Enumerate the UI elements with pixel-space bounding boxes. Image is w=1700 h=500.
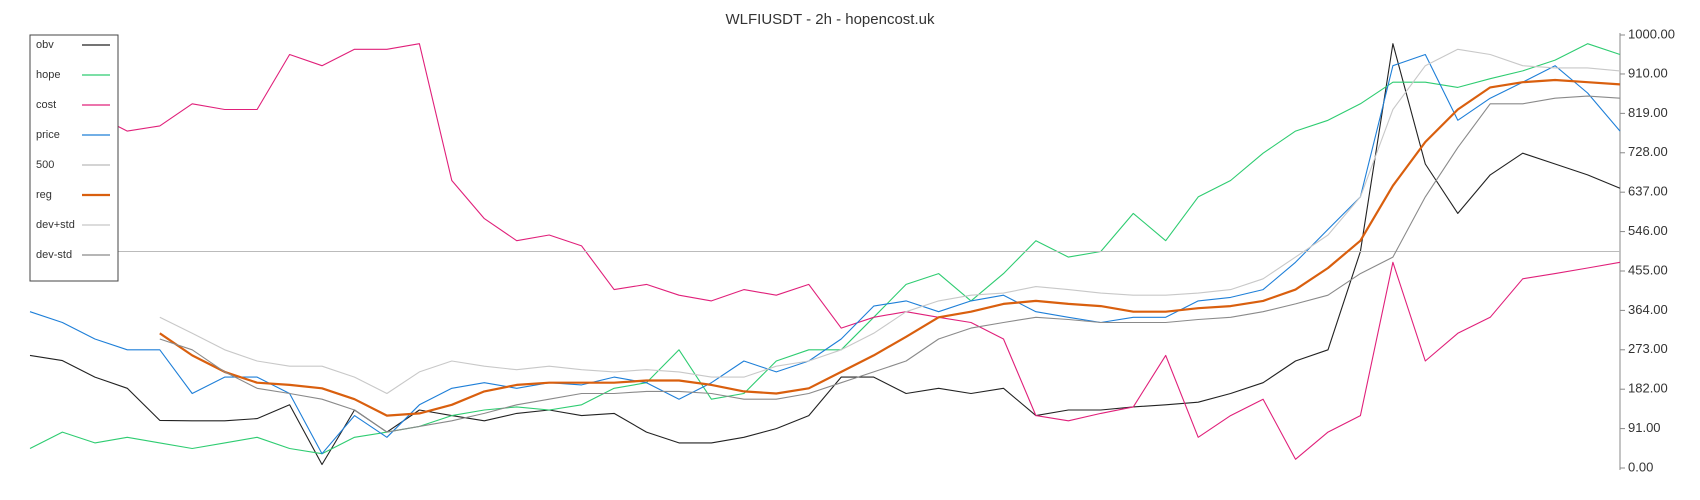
- series-line: [29, 43, 1621, 455]
- legend-label: cost: [36, 99, 56, 111]
- legend: obv hope cost price 500 reg dev+std dev-std: [29, 34, 119, 282]
- y-tick-label: 546.00: [1628, 223, 1668, 238]
- series-line: [159, 78, 1621, 417]
- legend-label: reg: [36, 189, 52, 201]
- legend-label: dev+std: [36, 219, 75, 231]
- y-tick-label: 91.00: [1628, 420, 1661, 435]
- legend-label: hope: [36, 69, 60, 81]
- series-line: [29, 53, 1621, 455]
- legend-label: dev-std: [36, 249, 72, 261]
- y-tick-label: 910.00: [1628, 65, 1668, 80]
- legend-label: obv: [36, 39, 54, 51]
- y-tick-label: 455.00: [1628, 262, 1668, 277]
- y-tick-label: 1000.00: [1628, 26, 1675, 41]
- y-tick-label: 364.00: [1628, 302, 1668, 317]
- legend-label: price: [36, 129, 60, 141]
- y-tick-label: 0.00: [1628, 459, 1653, 474]
- series-line: [30, 43, 1621, 460]
- series-line: [159, 48, 1621, 395]
- y-tick-label: 728.00: [1628, 144, 1668, 159]
- y-tick-label: 637.00: [1628, 184, 1668, 199]
- legend-label: 500: [36, 159, 54, 171]
- y-tick-label: 819.00: [1628, 105, 1668, 120]
- legend-box: [29, 34, 119, 282]
- series-line: [159, 95, 1621, 433]
- series-line: [29, 43, 1621, 466]
- y-tick-label: 182.00: [1628, 381, 1668, 396]
- y-tick-label: 273.00: [1628, 341, 1668, 356]
- chart-title: WLFIUSDT - 2h - hopencost.uk: [726, 11, 935, 28]
